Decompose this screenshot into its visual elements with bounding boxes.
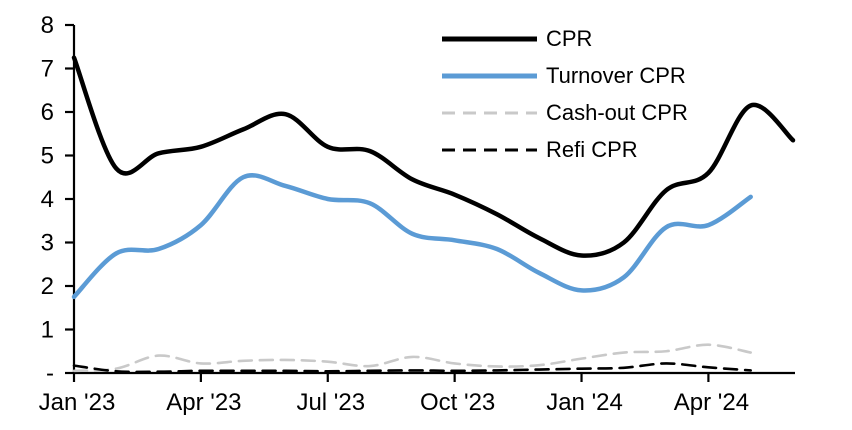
y-tick-label: 1 [41, 317, 54, 344]
legend-swatch-cpr [442, 36, 537, 41]
legend-label-refi-cpr: Refi CPR [546, 137, 638, 162]
legend-label-turnover-cpr: Turnover CPR [546, 63, 686, 88]
legend-item-turnover-cpr: Turnover CPR [442, 57, 688, 94]
legend-item-refi-cpr: Refi CPR [442, 131, 688, 168]
legend-label-cashout-cpr: Cash-out CPR [546, 100, 688, 125]
line-cpr [71, 55, 796, 258]
x-tick-label: Jul '23 [296, 389, 365, 416]
legend-item-cpr: CPR [442, 20, 688, 57]
y-tick-label: 4 [41, 186, 54, 213]
legend-label-cpr: CPR [546, 26, 593, 51]
line-turnover-cpr [71, 173, 753, 300]
y-tick-label: 7 [41, 56, 54, 83]
y-tick-label: 6 [41, 99, 54, 126]
legend: CPR Turnover CPR Cash-out CPR Refi CPR [442, 20, 688, 168]
y-tick-label: 3 [41, 230, 54, 257]
legend-swatch-refi-cpr [442, 148, 537, 151]
line-refi-cpr [72, 362, 753, 374]
x-tick-label: Jan '24 [546, 389, 623, 416]
x-tick-label: Jan '23 [39, 389, 116, 416]
y-tick-label: 5 [41, 143, 54, 170]
y-tick-label: 2 [41, 273, 54, 300]
legend-swatch-turnover-cpr [442, 73, 537, 78]
x-tick-label: Apr '24 [674, 389, 749, 416]
y-tick-label: 8 [41, 12, 54, 39]
axes [65, 23, 795, 382]
line-cash-out-cpr [72, 343, 753, 373]
legend-swatch-cashout-cpr [442, 111, 537, 114]
x-tick-label: Oct '23 [420, 389, 495, 416]
legend-item-cashout-cpr: Cash-out CPR [442, 94, 688, 131]
x-tick-label: Apr '23 [166, 389, 241, 416]
y-tick-label: - [46, 360, 54, 387]
